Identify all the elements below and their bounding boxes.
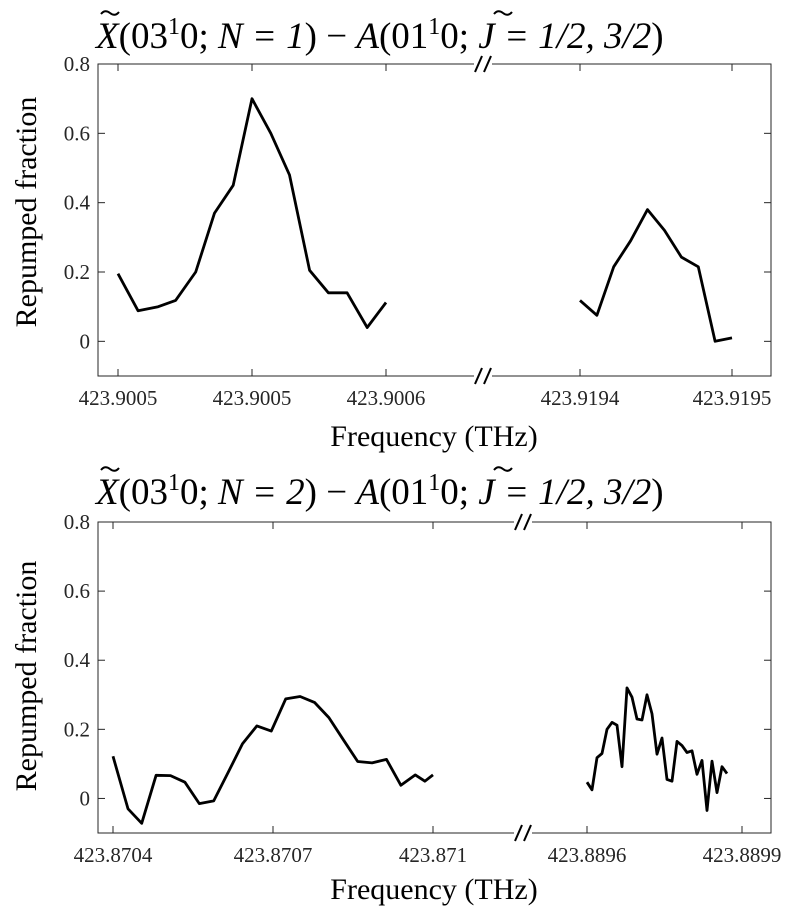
panel-1: X(0310; N = 1) − A(0110; J = 1/2, 3/2) R…	[10, 10, 772, 453]
panel-2-xtick-label: 423.8896	[548, 843, 627, 867]
panel-1-xtick-label: 423.9005	[213, 386, 292, 410]
panel-2-title-qn-upper: J = 1/2, 3/2	[478, 472, 651, 513]
panel-2-axis-break-bottom-gap	[514, 830, 532, 836]
panel-1-xtick-label: 423.9194	[541, 386, 620, 410]
panel-2-title-vib-lower-sup: 1	[168, 470, 180, 496]
panel-1-xlabel: Frequency (THz)	[330, 420, 537, 453]
panel-2-title-vib-upper-end: 0	[440, 472, 459, 513]
panel-1-axis-break-top-slash	[474, 55, 483, 73]
panel-2-axis-break-top	[514, 513, 532, 531]
panel-1-ylabel: Repumped fraction	[10, 97, 43, 328]
panel-1-tilde-lower	[100, 10, 120, 16]
panel-2-ytick-label: 0.6	[64, 579, 90, 603]
panel-2-axes-box	[97, 521, 772, 834]
panel-1-axis-break-top-slash	[483, 55, 492, 73]
panel-2-ytick-label: 0	[80, 786, 91, 810]
panel-1-axis-break-bottom	[474, 367, 492, 385]
panel-2-xlabel: Frequency (THz)	[330, 873, 537, 906]
panel-2-axis-break-bottom	[514, 824, 532, 842]
panel-1-series-line-segment-1	[116, 97, 388, 329]
panel-2-series-line-segment-1	[111, 695, 434, 825]
panel-1-xtick-label: 423.9195	[693, 386, 772, 410]
panel-2-tilde-lower	[100, 466, 120, 472]
panel-2-title-qn-lower: N = 2	[217, 472, 305, 513]
panel-2-xtick-label: 423.8707	[234, 843, 313, 867]
panel-1-title-qn-lower: N = 1	[217, 16, 305, 57]
panel-2-series-line-segment-2	[585, 686, 729, 812]
panel-2-title-vib-upper-sup: 1	[428, 470, 440, 496]
panel-2-axis-break-bottom-slash	[523, 824, 532, 842]
panel-1-series-line-segment-2	[579, 208, 733, 343]
panel-1-title-tildes	[100, 10, 513, 16]
panel-1-ytick-label: 0.6	[64, 121, 90, 145]
panel-2-axis-break-bottom-slash	[514, 824, 523, 842]
panel-2-xtick-label: 423.871	[399, 843, 467, 867]
panel-1-ytick-label: 0.2	[64, 260, 90, 284]
panel-2-axis-break-top-gap	[514, 519, 532, 525]
panel-1-title-vib-upper: 01	[391, 16, 428, 57]
panel-1-xtick-label: 423.9006	[347, 386, 426, 410]
panel-1-axis-break-bottom-slash	[474, 367, 483, 385]
panel-1-title-vib-upper-sup: 1	[428, 14, 440, 40]
panel-1-axis-break-top	[474, 55, 492, 73]
panel-2-ylabel: Repumped fraction	[10, 561, 43, 792]
panel-2-title-tildes	[100, 466, 513, 472]
panel-2-ytick-label: 0.2	[64, 717, 90, 741]
panel-2-title-vib-lower: 03	[131, 472, 168, 513]
panel-2-plot: 0 0.2 0.4 0.6 0.8 423.8704 423.8707 423.871 423.…	[64, 510, 782, 867]
panel-1-ytick-label: 0	[80, 329, 91, 353]
panel-2-xtick-label: 423.8899	[703, 843, 782, 867]
panel-2-xtick-label: 423.8704	[74, 843, 153, 867]
panel-2: X(0310; N = 2) − A(0110; J = 1/2, 3/2) R…	[10, 466, 782, 906]
panel-2-title-vib-upper: 01	[391, 472, 428, 513]
panel-2-ytick-label: 0.4	[64, 648, 91, 672]
panel-1-axes-box	[97, 63, 772, 377]
panel-2-tilde-upper	[493, 466, 513, 472]
panel-1-axis-break-top-gap	[474, 61, 492, 67]
panel-2-axis-break-top-slash	[523, 513, 532, 531]
panel-1-title-vib-lower-end: 0	[180, 16, 199, 57]
panel-2-title-upper-state: A	[353, 472, 379, 513]
panel-1-title-vib-lower: 03	[131, 16, 168, 57]
panel-2-title-vib-lower-end: 0	[180, 472, 199, 513]
panel-1-title-lower-state: X	[94, 16, 120, 57]
panel-1-ytick-label: 0.8	[64, 52, 90, 76]
panel-2-axis-break-top-slash	[514, 513, 523, 531]
panel-1-title-vib-upper-end: 0	[440, 16, 459, 57]
panel-1-axis-break-bottom-gap	[474, 373, 492, 379]
panel-2-title-lower-state: X	[94, 472, 120, 513]
panel-1-tilde-upper	[493, 10, 513, 16]
panel-1-plot: 0 0.2 0.4 0.6 0.8 423.9005 423.9005 423.9006 423…	[64, 52, 772, 410]
panel-2-ytick-label: 0.8	[64, 510, 90, 534]
panel-1-title-qn-upper: J = 1/2, 3/2	[478, 16, 651, 57]
panel-1-ytick-label: 0.4	[64, 191, 91, 215]
panel-1-axis-break-bottom-slash	[483, 367, 492, 385]
panel-1-title-upper-state: A	[353, 16, 379, 57]
panel-1-title: X(0310; N = 1) − A(0110; J = 1/2, 3/2)	[94, 14, 664, 57]
panel-2-title: X(0310; N = 2) − A(0110; J = 1/2, 3/2)	[94, 470, 664, 513]
panel-1-title-vib-lower-sup: 1	[168, 14, 180, 40]
panel-1-xtick-label: 423.9005	[79, 386, 158, 410]
